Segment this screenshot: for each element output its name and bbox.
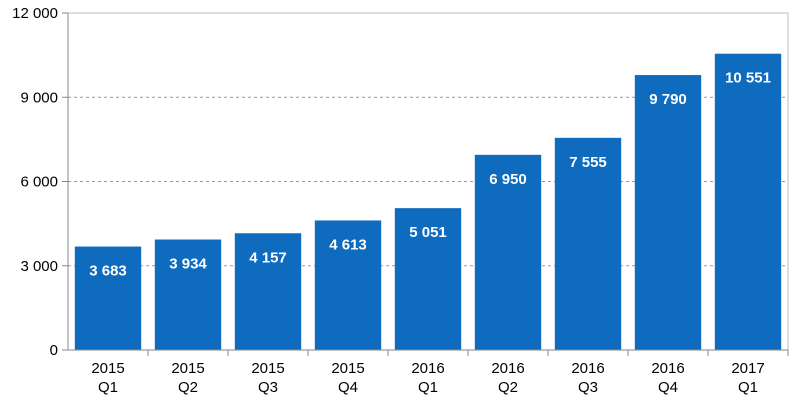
axes (62, 12, 789, 356)
x-tick-label-year: 2016 (411, 360, 444, 377)
data-label: 9 790 (649, 91, 687, 108)
bar (634, 75, 702, 351)
x-tick-label-quarter: Q2 (178, 379, 198, 396)
bar (394, 208, 462, 350)
x-tick-label-year: 2016 (651, 360, 684, 377)
x-tick-label-year: 2016 (571, 360, 604, 377)
bar (74, 246, 142, 350)
x-tick-labels: 2015 Q1 2015 Q2 2015 Q3 2015 Q4 2016 Q1 2016 Q2 2016… (91, 360, 764, 396)
data-label: 7 555 (569, 154, 607, 171)
bar (234, 233, 302, 350)
x-tick-label-quarter: Q2 (498, 379, 518, 396)
x-tick-label-year: 2017 (731, 360, 764, 377)
x-tick-label-year: 2015 (331, 360, 364, 377)
x-tick-label-quarter: Q4 (338, 379, 358, 396)
data-label: 3 934 (169, 256, 207, 273)
data-label: 4 613 (329, 236, 367, 253)
data-label: 6 950 (489, 171, 527, 188)
data-label: 4 157 (249, 249, 287, 266)
data-label: 10 551 (725, 70, 771, 87)
bar (554, 137, 622, 350)
y-tick-label: 9 000 (20, 89, 58, 106)
y-tick-labels: 0 3 000 6 000 9 000 12 000 (12, 5, 58, 359)
bars (74, 53, 782, 351)
x-tick-label-quarter: Q1 (418, 379, 438, 396)
x-tick-label-quarter: Q1 (738, 379, 758, 396)
y-tick-label: 12 000 (12, 5, 58, 22)
y-tick-label: 0 (50, 342, 58, 359)
data-label: 5 051 (409, 224, 447, 241)
data-labels: 3 683 3 934 4 157 4 613 5 051 6 950 7 555 9 790… (89, 70, 771, 280)
x-tick-label-year: 2015 (251, 360, 284, 377)
x-tick-label-year: 2016 (491, 360, 524, 377)
bar (714, 53, 782, 350)
x-tick-label-quarter: Q3 (578, 379, 598, 396)
x-tick-label-year: 2015 (91, 360, 124, 377)
x-tick-label-quarter: Q3 (258, 379, 278, 396)
y-tick-label: 3 000 (20, 258, 58, 275)
x-tick-label-quarter: Q1 (98, 379, 118, 396)
bar (474, 154, 542, 350)
bar (154, 239, 222, 350)
data-label: 3 683 (89, 263, 127, 280)
y-tick-label: 6 000 (20, 174, 58, 191)
x-tick-label-year: 2015 (171, 360, 204, 377)
bar (314, 220, 382, 350)
x-tick-label-quarter: Q4 (658, 379, 678, 396)
